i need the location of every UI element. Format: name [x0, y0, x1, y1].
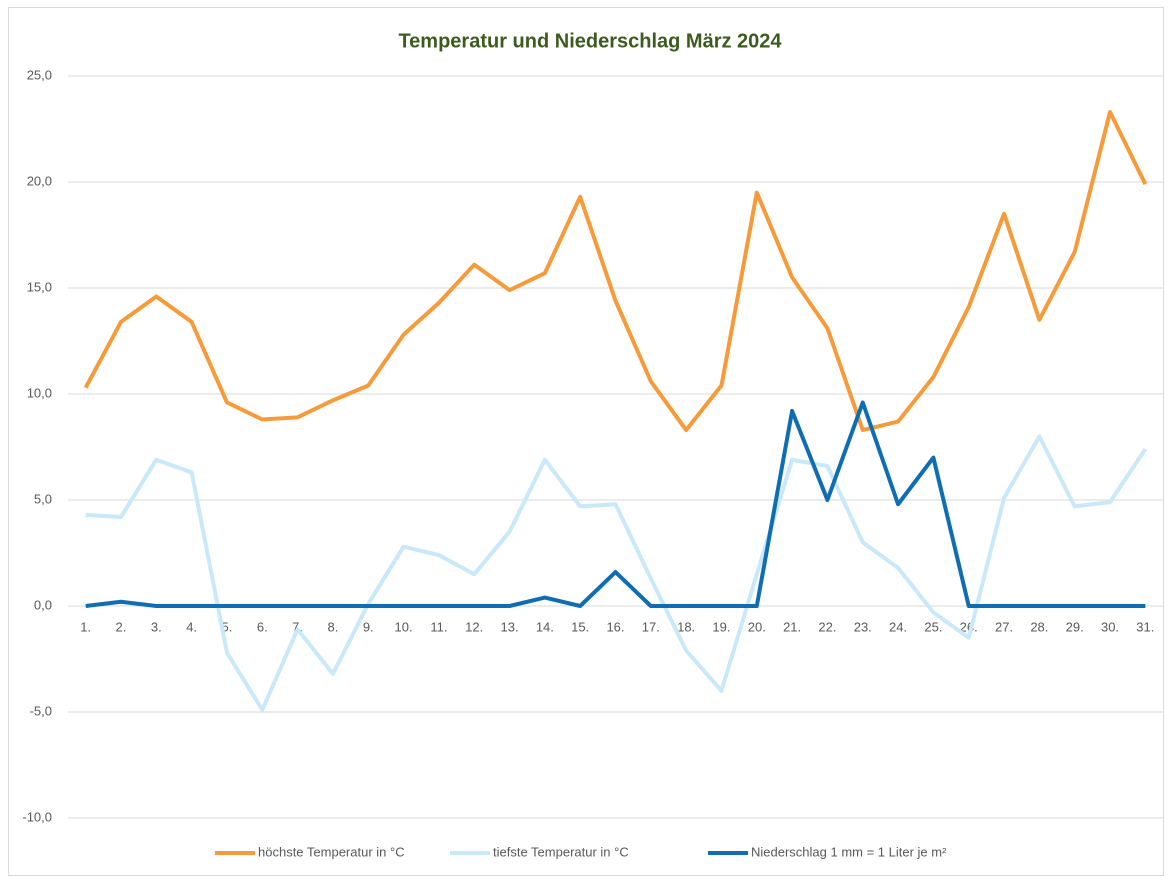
- x-tick-label: 5.: [222, 619, 233, 634]
- x-tick-label: 14.: [536, 619, 554, 634]
- x-tick-label: 7.: [292, 619, 303, 634]
- x-tick-label: 23.: [854, 619, 872, 634]
- x-tick-label: 4.: [186, 619, 197, 634]
- y-tick-label: 20,0: [27, 173, 52, 188]
- x-tick-label: 31.: [1136, 619, 1154, 634]
- y-tick-label: 10,0: [27, 385, 52, 400]
- x-tick-label: 11.: [430, 619, 447, 634]
- x-tick-label: 2.: [116, 619, 127, 634]
- y-tick-label: -5,0: [30, 703, 52, 718]
- series-line: [83, 110, 1148, 433]
- x-tick-label: 24.: [889, 619, 907, 634]
- x-tick-label: 28.: [1030, 619, 1048, 634]
- x-tick-label: 12.: [465, 619, 483, 634]
- legend-label: Niederschlag 1 mm = 1 Liter je m²: [751, 844, 947, 859]
- x-tick-label: 10.: [395, 619, 413, 634]
- x-tick-label: 21.: [783, 619, 801, 634]
- x-tick-label: 8.: [327, 619, 338, 634]
- x-tick-label: 27.: [995, 619, 1013, 634]
- x-tick-label: 22.: [818, 619, 836, 634]
- chart-title: Temperatur und Niederschlag März 2024: [398, 30, 782, 52]
- x-tick-label: 16.: [606, 619, 624, 634]
- x-tick-label: 1.: [80, 619, 91, 634]
- y-tick-label: 5,0: [34, 491, 52, 506]
- x-tick-label: 13.: [500, 619, 518, 634]
- series-line: [85, 434, 1148, 712]
- x-tick-label: 18.: [677, 619, 695, 634]
- x-tick-label: 3.: [151, 619, 162, 634]
- y-tick-label: 0,0: [34, 597, 52, 612]
- x-tick-label: 30.: [1101, 619, 1119, 634]
- x-tick-label: 17.: [642, 619, 660, 634]
- x-tick-label: 20.: [748, 619, 766, 634]
- x-tick-label: 6.: [257, 619, 268, 634]
- x-tick-label: 25.: [924, 619, 942, 634]
- x-tick-label: 15.: [571, 619, 589, 634]
- y-tick-label: 15,0: [27, 279, 52, 294]
- chart-border: [8, 7, 1164, 876]
- series-line: [85, 400, 1146, 608]
- x-tick-label: 29.: [1066, 619, 1084, 634]
- x-tick-label: 19.: [712, 619, 730, 634]
- x-tick-label: 9.: [363, 619, 374, 634]
- legend-label: tiefste Temperatur in °C: [493, 844, 629, 859]
- legend-label: höchste Temperatur in °C: [258, 844, 405, 859]
- y-tick-label: -10,0: [22, 809, 52, 824]
- y-tick-label: 25,0: [27, 67, 52, 82]
